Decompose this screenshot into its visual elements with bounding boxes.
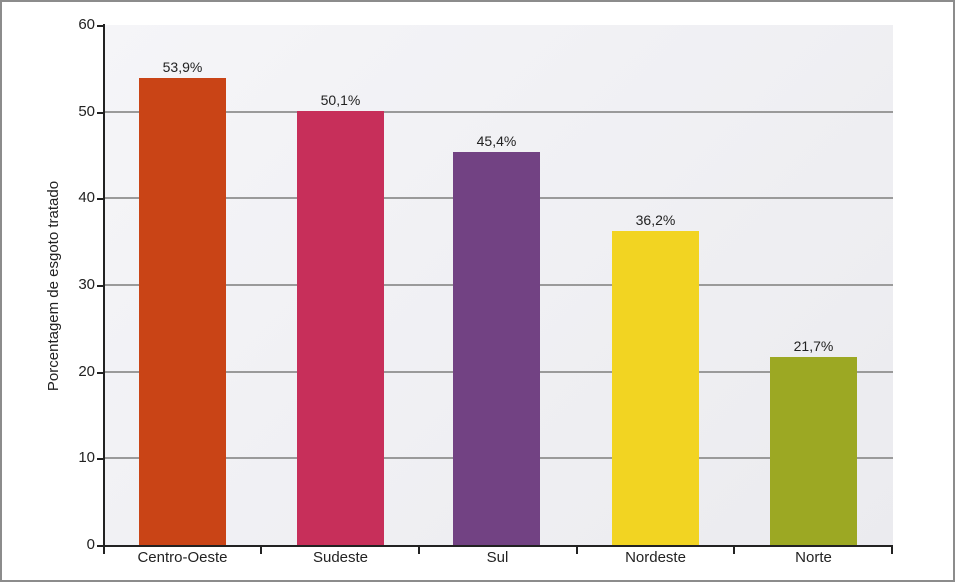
y-tick <box>97 112 104 114</box>
x-tick <box>103 546 105 554</box>
y-tick <box>97 372 104 374</box>
x-tick <box>891 546 893 554</box>
bar-sudeste <box>297 111 384 545</box>
y-tick <box>97 285 104 287</box>
x-tick <box>260 546 262 554</box>
x-category-label: Nordeste <box>625 549 686 566</box>
x-category-label: Norte <box>795 549 832 566</box>
y-tick <box>97 458 104 460</box>
bar-value-label: 36,2% <box>635 212 676 228</box>
bar-value-label: 45,4% <box>476 133 517 149</box>
x-category-label: Sul <box>486 549 509 566</box>
y-tick-label-0: 0 <box>86 536 95 553</box>
x-tick <box>733 546 735 554</box>
x-tick <box>418 546 420 554</box>
bar-value-label: 53,9% <box>162 59 203 75</box>
bar-norte <box>770 357 857 545</box>
x-axis <box>103 545 893 547</box>
y-tick-label-10: 10 <box>78 449 95 466</box>
y-tick-label-20: 20 <box>78 363 95 380</box>
y-tick-label-40: 40 <box>78 189 95 206</box>
x-category-label: Sudeste <box>312 549 369 566</box>
y-tick <box>97 198 104 200</box>
y-tick <box>97 545 104 547</box>
bar-sul <box>453 152 540 545</box>
y-axis <box>103 24 105 547</box>
y-tick-label-30: 30 <box>78 276 95 293</box>
y-tick-label-60: 60 <box>78 16 95 33</box>
y-tick <box>97 25 104 27</box>
bar-value-label: 50,1% <box>320 92 361 108</box>
bar-nordeste <box>612 231 699 545</box>
bar-value-label: 21,7% <box>793 338 834 354</box>
x-tick <box>576 546 578 554</box>
y-tick-label-50: 50 <box>78 103 95 120</box>
gridline-50 <box>105 111 893 113</box>
bar-centro-oeste <box>139 78 226 545</box>
x-category-label: Centro-Oeste <box>137 549 228 566</box>
